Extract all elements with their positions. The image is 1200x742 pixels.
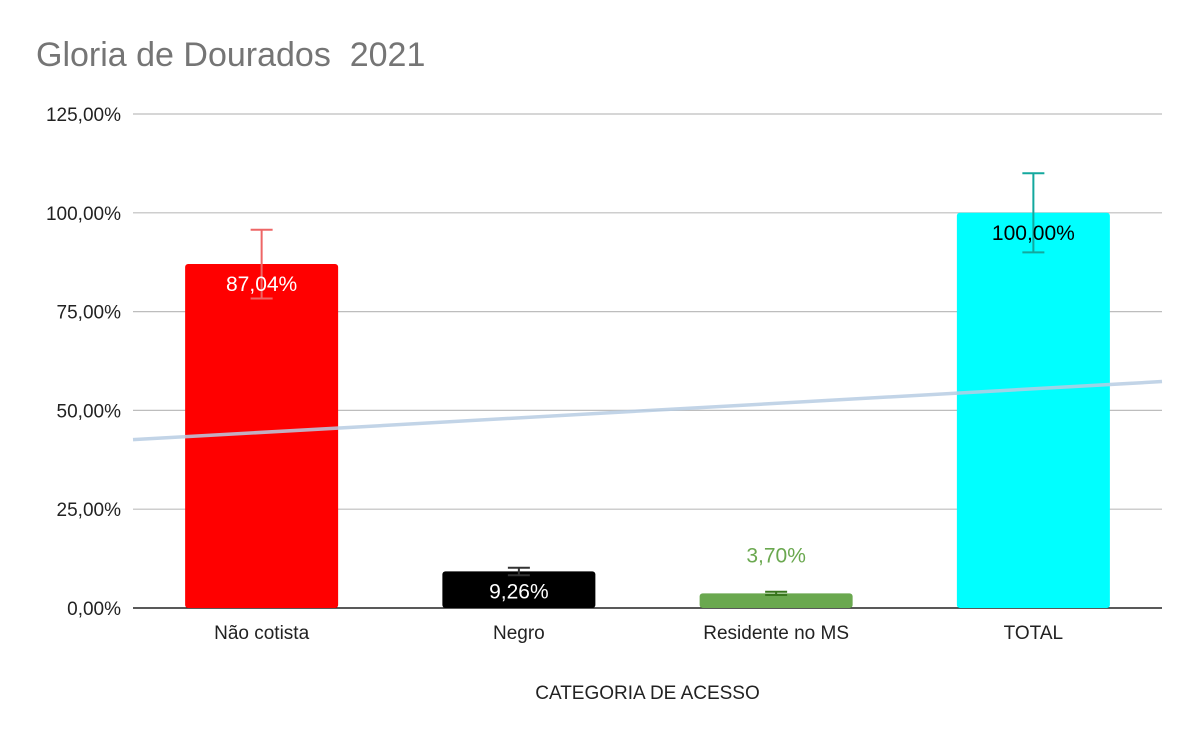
y-tick-label: 75,00%	[57, 303, 122, 324]
trendline-layer	[132, 379, 1163, 442]
chart-title: Gloria de Dourados 2021	[36, 36, 426, 74]
category-label: Não cotista	[214, 623, 309, 644]
y-tick-label: 50,00%	[57, 401, 122, 422]
y-axis-ticks: 0,00% 25,00% 50,00% 75,00% 100,00% 125,00%	[46, 105, 121, 620]
data-label: 3,70%	[746, 544, 806, 567]
y-tick-label: 100,00%	[46, 204, 121, 225]
x-axis-title: CATEGORIA DE ACESSO	[535, 683, 760, 704]
category-label: Negro	[493, 623, 545, 644]
y-tick-label: 125,00%	[46, 105, 121, 126]
data-labels: 87,04% 9,26% 3,70% 100,00%	[226, 222, 1075, 604]
y-tick-label: 0,00%	[67, 599, 121, 620]
bar	[699, 593, 853, 608]
trendline	[132, 379, 1163, 442]
category-label: Residente no MS	[703, 623, 849, 644]
bars	[185, 212, 1110, 609]
error-bars	[250, 172, 1045, 596]
bar	[956, 212, 1110, 609]
category-label: TOTAL	[1004, 623, 1063, 644]
data-label: 87,04%	[226, 273, 297, 296]
x-axis-categories: Não cotista Negro Residente no MS TOTAL	[214, 623, 1063, 644]
bar	[442, 571, 596, 608]
data-label: 100,00%	[992, 222, 1075, 245]
bar	[185, 264, 339, 608]
data-label: 9,26%	[489, 580, 549, 603]
y-tick-label: 25,00%	[57, 500, 122, 521]
